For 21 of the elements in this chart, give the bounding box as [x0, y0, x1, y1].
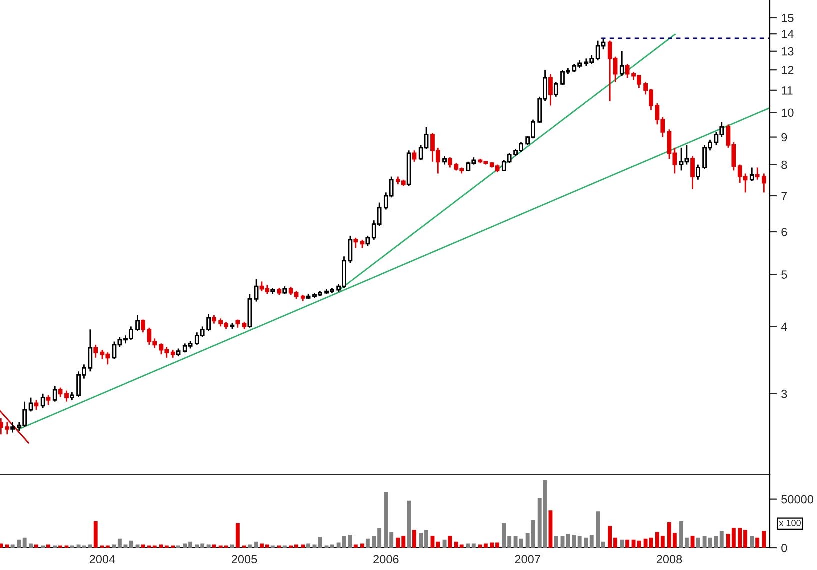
- y-tick-label: 11: [782, 86, 793, 95]
- x-tick-label: 2005: [232, 555, 258, 564]
- y-tick-label: 50000: [782, 495, 814, 504]
- y-tick-label: 3: [782, 390, 788, 398]
- y-tick-label: 5: [782, 270, 788, 279]
- y-tick-label: 15: [782, 14, 794, 22]
- x-tick-label: 2008: [656, 555, 682, 564]
- y-tick-label: 13: [782, 47, 794, 56]
- y-tick-label: 9: [782, 133, 788, 142]
- x-tick-label: 2004: [90, 555, 116, 564]
- y-tick-label: 0: [782, 544, 788, 552]
- x-tick-label: 2006: [374, 555, 399, 564]
- y-tick-label: 8: [782, 160, 788, 170]
- y-tick-label: 12: [782, 66, 794, 74]
- text: x 100: [779, 520, 801, 526]
- y-tick-label: 7: [782, 192, 788, 200]
- y-tick-label: 4: [781, 322, 788, 331]
- y-tick-label: 6: [782, 228, 788, 236]
- y-tick-label: 14: [782, 30, 794, 38]
- x-tick-label: 2007: [515, 555, 540, 564]
- y-tick-label: 10: [782, 108, 794, 118]
